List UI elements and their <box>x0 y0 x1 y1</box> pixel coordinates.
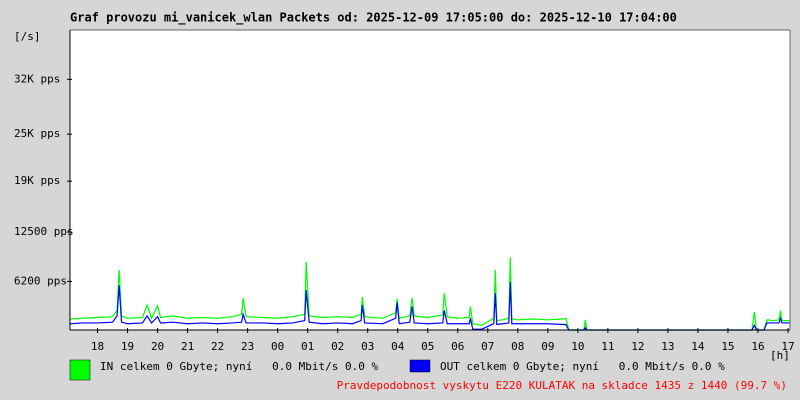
chart-title: Graf provozu mi_vanicek_wlan Packets od:… <box>70 11 677 26</box>
x-tick-label: 03 <box>361 340 374 353</box>
x-tick-label: 01 <box>301 340 314 353</box>
y-tick-label: 19K pps <box>14 174 60 187</box>
x-tick-label: 12 <box>631 340 644 353</box>
plot-area <box>70 30 790 330</box>
y-tick-label: 6200 pps <box>14 274 67 287</box>
y-tick-label: 25K pps <box>14 127 60 140</box>
x-tick-label: 00 <box>271 340 284 353</box>
x-tick-label: 04 <box>391 340 405 353</box>
x-tick-label: 20 <box>151 340 164 353</box>
x-tick-label: 22 <box>211 340 224 353</box>
x-tick-label: 05 <box>421 340 434 353</box>
x-tick-label: 14 <box>691 340 705 353</box>
legend-entry: IN celkem 0 Gbyte; nyní 0.0 Mbit/s 0.0 % <box>100 360 379 373</box>
y-tick-label: 12500 pps <box>14 225 74 238</box>
x-tick-label: 19 <box>121 340 134 353</box>
x-tick-label: 21 <box>181 340 194 353</box>
legend-swatch <box>409 359 431 373</box>
x-tick-label: 02 <box>331 340 344 353</box>
x-tick-label: 07 <box>481 340 494 353</box>
x-tick-label: 06 <box>451 340 464 353</box>
legend-swatch <box>69 359 91 381</box>
y-axis-label: [/s] <box>14 30 41 43</box>
x-tick-label: 10 <box>571 340 584 353</box>
x-tick-label: 13 <box>661 340 674 353</box>
x-tick-label: 18 <box>91 340 104 353</box>
x-axis-label: [h] <box>770 349 790 362</box>
y-tick-label: 32K pps <box>14 72 60 85</box>
x-tick-label: 16 <box>751 340 764 353</box>
footer-note: Pravdepodobnost vyskytu E220 KULATAK na … <box>337 379 787 392</box>
legend-entry: OUT celkem 0 Gbyte; nyní 0.0 Mbit/s 0.0 … <box>440 360 725 373</box>
x-tick-label: 11 <box>601 340 614 353</box>
x-tick-label: 15 <box>721 340 734 353</box>
x-tick-label: 08 <box>511 340 524 353</box>
x-tick-label: 23 <box>241 340 254 353</box>
x-tick-label: 17 <box>781 340 794 353</box>
x-tick-label: 09 <box>541 340 554 353</box>
